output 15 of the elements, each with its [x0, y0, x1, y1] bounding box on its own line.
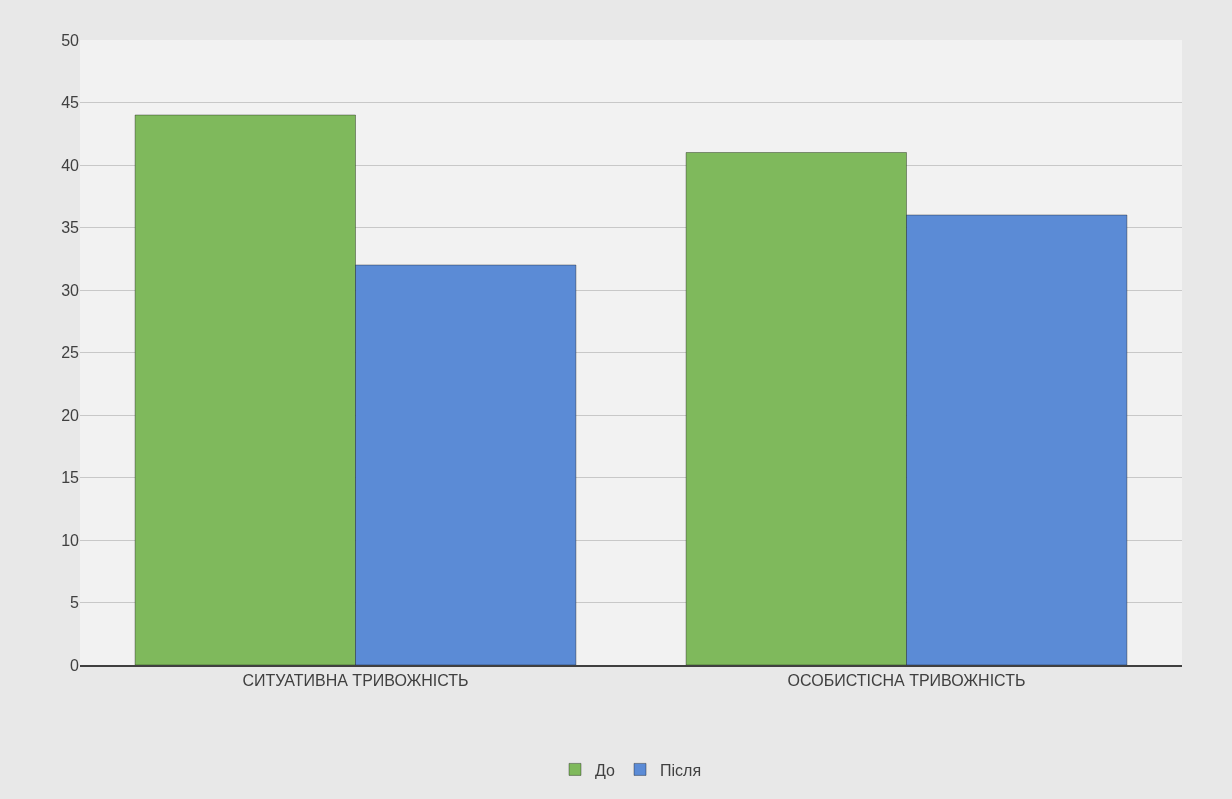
legend-label: Після: [660, 761, 702, 779]
x-tick-label: ОСОБИСТІСНА ТРИВОЖНІСТЬ: [787, 672, 1026, 690]
y-tick-label: 15: [61, 469, 80, 487]
x-tick-label: СИТУАТИВНА ТРИВОЖНІСТЬ: [242, 672, 469, 690]
y-tick-label: 40: [61, 156, 80, 174]
y-tick-label: 35: [61, 219, 80, 237]
y-tick-label: 30: [61, 281, 80, 299]
y-tick-label: 45: [61, 94, 80, 112]
legend-label: До: [595, 761, 616, 779]
y-tick-label: 5: [70, 594, 80, 612]
y-tick-label: 50: [61, 31, 80, 49]
y-tick-label: 20: [61, 406, 80, 424]
y-tick-label: 25: [61, 344, 80, 362]
y-tick-label: 10: [61, 531, 80, 549]
y-tick-label: 0: [70, 656, 80, 674]
